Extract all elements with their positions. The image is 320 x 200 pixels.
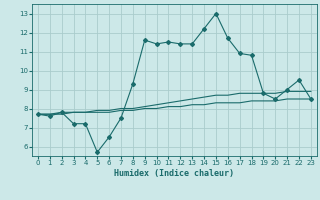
X-axis label: Humidex (Indice chaleur): Humidex (Indice chaleur) — [115, 169, 234, 178]
